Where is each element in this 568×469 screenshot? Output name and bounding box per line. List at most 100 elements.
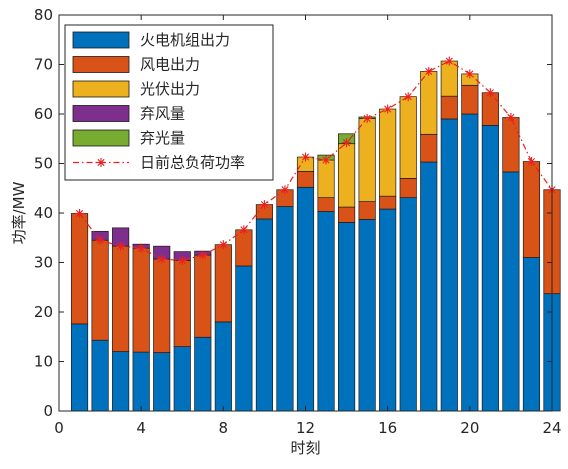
bar-segment-2-t14: [338, 206, 356, 223]
bar-segment-2-t23: [522, 161, 541, 258]
load-line-layer: [75, 56, 557, 266]
legend-label-4: 弃风量: [140, 105, 185, 123]
load-point-t4: [136, 243, 146, 253]
y-tick-label: 80: [34, 6, 53, 24]
bar-layer: [70, 60, 561, 412]
x-tick-label: 16: [378, 419, 397, 437]
load-point-t21: [485, 88, 495, 98]
bar-segment-2-t13: [317, 197, 335, 212]
x-tick-label: 24: [542, 419, 561, 437]
bar-segment-1-t13: [317, 211, 335, 412]
bar-segment-1-t21: [481, 125, 499, 412]
bar-segment-2-t18: [420, 133, 438, 163]
load-point-t19: [444, 56, 454, 66]
bar-segment-1-t2: [91, 339, 109, 412]
bar-segment-2-t15: [358, 201, 376, 220]
y-tick-label: 40: [34, 204, 53, 222]
legend-label-3: 光伏出力: [140, 80, 200, 98]
bar-segment-2-t19: [440, 95, 458, 120]
load-point-t9: [239, 225, 249, 235]
bar-segment-1-t7: [194, 336, 212, 412]
bar-segment-2-t21: [481, 92, 499, 126]
bar-segment-1-t14: [338, 222, 356, 412]
y-tick-label: 70: [34, 56, 53, 74]
bar-segment-1-t11: [276, 206, 294, 412]
bar-segment-3-t17: [399, 96, 417, 179]
bar-segment-3-t15: [358, 118, 376, 202]
bar-segment-1-t22: [502, 171, 520, 412]
load-point-t11: [280, 185, 290, 195]
bar-segment-1-t15: [358, 219, 376, 412]
y-tick-label: 60: [34, 105, 53, 123]
load-point-t5: [157, 254, 167, 264]
bar-segment-2-t12: [296, 171, 315, 188]
bar-segment-1-t23: [522, 257, 541, 412]
bar-segment-1-t17: [399, 197, 417, 412]
bar-segment-1-t12: [296, 186, 315, 412]
legend-swatch-4: [72, 105, 130, 122]
x-tick-label: 4: [136, 419, 146, 437]
y-tick-label: 50: [34, 155, 53, 173]
bar-segment-2-t4: [132, 247, 150, 353]
bar-segment-2-t8: [214, 244, 232, 323]
bar-segment-2-t17: [399, 178, 417, 199]
load-point-t8: [218, 240, 228, 250]
load-point-t18: [424, 66, 434, 76]
load-line: [79, 60, 553, 262]
load-point-t15: [362, 113, 372, 123]
bar-segment-1-t19: [440, 118, 458, 412]
load-point-t3: [116, 241, 126, 251]
load-point-t13: [321, 155, 331, 165]
load-point-t2: [95, 235, 105, 245]
load-point-t14: [342, 138, 352, 148]
y-axis-label: 功率/MW: [10, 181, 28, 244]
bar-segment-2-t22: [502, 117, 520, 173]
bar-segment-3-t16: [379, 108, 397, 197]
y-tick-label: 30: [34, 254, 53, 272]
bar-segment-2-t20: [461, 84, 479, 115]
bar-segment-3-t13: [317, 159, 335, 199]
x-tick-label: 12: [296, 419, 315, 437]
load-point-t22: [506, 112, 516, 122]
load-point-t7: [198, 250, 208, 260]
tick-layer: 0 4 8 12 16 20 24 0 10 20 30 40 50 60 70 80: [34, 6, 562, 437]
load-point-t10: [259, 200, 269, 210]
load-point-t12: [301, 152, 310, 162]
bar-segment-2-t2: [91, 239, 109, 341]
bar-segment-2-t1: [70, 213, 89, 325]
load-point-t20: [465, 69, 475, 79]
legend-swatch-5: [72, 129, 130, 147]
y-tick-label: 0: [43, 402, 53, 420]
legend-star-marker: [96, 158, 106, 167]
bar-segment-2-t5: [153, 258, 171, 353]
load-point-t17: [403, 92, 413, 102]
bar-segment-2-t3: [112, 245, 130, 352]
load-point-t16: [383, 104, 393, 114]
load-point-t23: [526, 157, 536, 167]
bar-segment-1-t10: [255, 218, 273, 412]
bar-segment-2-t7: [194, 254, 212, 338]
y-tick-label: 10: [34, 353, 53, 371]
bar-segment-3-t14: [338, 143, 356, 208]
bar-segment-2-t9: [235, 229, 253, 267]
legend-label-load: 日前总负荷功率: [140, 154, 245, 172]
y-tick-label: 20: [34, 303, 53, 321]
load-point-t1: [75, 208, 85, 218]
legend-swatch-2: [72, 56, 130, 73]
legend-swatch-1: [72, 31, 130, 49]
bar-segment-2-t16: [379, 195, 397, 210]
bar-segment-1-t6: [173, 346, 191, 412]
legend-label-1: 火电机组出力: [140, 31, 230, 49]
legend-label-5: 弃光量: [140, 129, 185, 147]
bar-segment-1-t18: [420, 161, 438, 412]
bar-segment-1-t5: [153, 352, 171, 412]
bar-segment-3-t19: [440, 60, 458, 97]
x-axis-label: 时刻: [290, 439, 320, 457]
load-point-t6: [177, 256, 187, 266]
legend-swatch-3: [72, 80, 130, 98]
x-tick-label: 8: [219, 419, 229, 437]
legend-label-2: 风电出力: [140, 56, 200, 74]
bar-segment-1-t20: [461, 113, 479, 412]
bar-segment-1-t3: [112, 351, 130, 412]
